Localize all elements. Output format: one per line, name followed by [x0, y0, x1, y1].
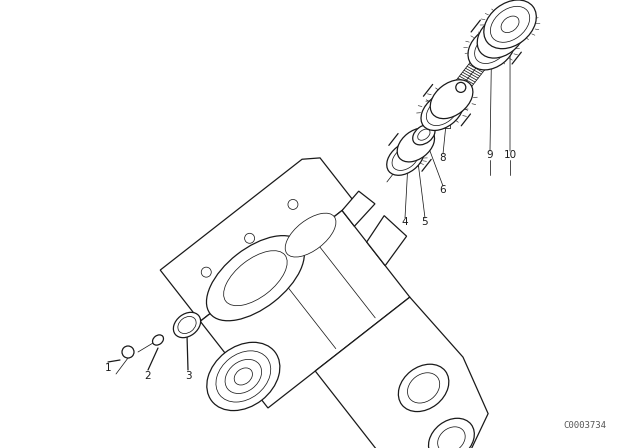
Ellipse shape: [223, 251, 287, 306]
Text: 4: 4: [402, 217, 408, 227]
Ellipse shape: [285, 213, 336, 257]
Circle shape: [456, 82, 466, 92]
Ellipse shape: [484, 41, 500, 55]
Circle shape: [288, 199, 298, 209]
Ellipse shape: [438, 427, 465, 448]
Text: 3: 3: [185, 371, 191, 381]
Text: 5: 5: [422, 217, 428, 227]
Ellipse shape: [429, 418, 474, 448]
Ellipse shape: [397, 128, 435, 162]
Polygon shape: [316, 297, 488, 448]
Ellipse shape: [387, 141, 424, 175]
Ellipse shape: [173, 312, 200, 338]
Circle shape: [122, 346, 134, 358]
Polygon shape: [200, 211, 410, 408]
Ellipse shape: [426, 96, 458, 125]
Text: C0003734: C0003734: [563, 421, 607, 430]
Text: 2: 2: [145, 371, 151, 381]
Ellipse shape: [490, 6, 530, 42]
Ellipse shape: [501, 16, 519, 33]
Circle shape: [244, 233, 255, 243]
Ellipse shape: [468, 26, 515, 70]
Ellipse shape: [408, 373, 440, 403]
Ellipse shape: [392, 146, 419, 170]
Ellipse shape: [152, 335, 163, 345]
Ellipse shape: [413, 125, 435, 145]
Ellipse shape: [418, 129, 430, 140]
Ellipse shape: [178, 316, 196, 333]
Text: 1: 1: [105, 363, 111, 373]
Circle shape: [201, 267, 211, 277]
Text: 10: 10: [504, 150, 516, 160]
Polygon shape: [367, 215, 406, 266]
Text: 9: 9: [486, 150, 493, 160]
Ellipse shape: [216, 351, 271, 402]
Ellipse shape: [430, 80, 473, 119]
Ellipse shape: [421, 91, 463, 130]
Text: 7: 7: [424, 105, 430, 115]
Polygon shape: [342, 191, 375, 226]
Ellipse shape: [207, 236, 305, 321]
Ellipse shape: [225, 359, 262, 393]
Ellipse shape: [234, 368, 252, 385]
Ellipse shape: [207, 342, 280, 410]
Ellipse shape: [477, 14, 524, 58]
Polygon shape: [160, 158, 354, 321]
Text: 6: 6: [440, 185, 446, 195]
Text: 8: 8: [440, 153, 446, 163]
Ellipse shape: [475, 32, 509, 64]
Ellipse shape: [484, 0, 536, 49]
Ellipse shape: [398, 364, 449, 412]
